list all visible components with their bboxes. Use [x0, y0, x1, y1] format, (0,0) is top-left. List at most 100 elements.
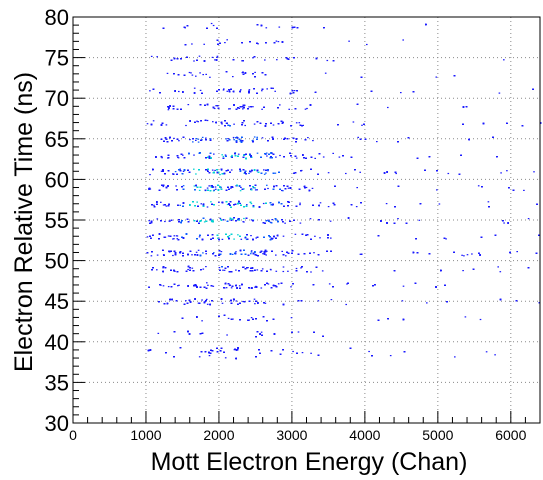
data-point: [188, 71, 191, 74]
data-point: [292, 350, 294, 353]
data-point: [206, 303, 209, 305]
data-point: [205, 73, 207, 75]
data-point: [348, 40, 350, 42]
data-point: [307, 137, 309, 139]
data-point: [222, 269, 224, 271]
data-point: [418, 219, 421, 221]
data-point: [197, 302, 200, 304]
data-point: [436, 189, 438, 191]
data-point: [503, 222, 505, 224]
data-point: [174, 171, 177, 173]
data-point: [230, 187, 232, 189]
data-point: [285, 255, 287, 257]
data-point: [503, 59, 505, 61]
data-point: [190, 72, 192, 74]
data-point: [178, 284, 180, 286]
data-point: [230, 169, 233, 171]
data-point: [454, 356, 456, 358]
data-point: [222, 155, 225, 158]
data-point: [301, 352, 304, 354]
data-point: [240, 186, 242, 188]
data-point: [196, 285, 198, 288]
data-point: [240, 89, 242, 91]
data-point: [310, 271, 312, 273]
data-point: [191, 267, 194, 269]
data-point: [244, 236, 247, 238]
data-point: [191, 74, 194, 76]
data-point: [269, 221, 272, 223]
data-point: [238, 219, 241, 221]
data-point: [317, 300, 320, 302]
data-point: [221, 154, 223, 156]
data-point: [197, 141, 200, 143]
data-point: [228, 108, 230, 110]
data-point: [250, 317, 253, 319]
data-point: [198, 55, 201, 57]
data-point: [385, 203, 388, 205]
data-point: [202, 203, 205, 205]
data-point: [277, 41, 280, 43]
data-point: [210, 201, 212, 203]
data-point: [198, 236, 201, 238]
data-point: [149, 90, 151, 92]
data-point: [252, 187, 255, 189]
data-point: [185, 124, 187, 127]
data-point: [305, 186, 308, 189]
data-point: [214, 186, 217, 188]
data-point: [160, 201, 162, 203]
data-point: [193, 60, 195, 62]
data-point: [169, 220, 171, 222]
data-point: [302, 124, 304, 126]
data-point: [271, 219, 273, 221]
data-point: [500, 172, 502, 174]
data-point: [201, 320, 203, 322]
data-point: [250, 250, 253, 252]
data-point: [164, 220, 166, 223]
data-point: [272, 87, 274, 89]
data-point: [166, 72, 169, 74]
data-point: [182, 170, 185, 172]
heatmap-points: [146, 22, 542, 360]
data-point: [203, 221, 206, 223]
data-point: [153, 204, 155, 206]
data-point: [232, 318, 234, 320]
data-point: [397, 218, 399, 220]
data-point: [267, 283, 270, 285]
data-point: [242, 300, 244, 303]
data-point: [150, 55, 153, 57]
data-point: [299, 222, 302, 224]
data-point: [160, 170, 163, 172]
data-point: [262, 253, 264, 255]
data-point: [243, 172, 246, 174]
data-point: [281, 250, 283, 252]
data-point: [191, 43, 193, 45]
data-point: [173, 137, 175, 139]
data-point: [239, 202, 241, 204]
data-point: [176, 235, 179, 237]
data-point: [198, 189, 201, 191]
data-point: [266, 250, 268, 252]
data-point: [262, 202, 265, 205]
data-point: [212, 24, 215, 27]
data-point: [223, 269, 226, 271]
data-point: [242, 108, 244, 110]
data-point: [212, 285, 215, 287]
data-point: [201, 136, 204, 138]
data-point: [272, 124, 275, 126]
data-point: [324, 72, 327, 74]
data-point: [368, 350, 370, 353]
data-point: [274, 90, 276, 92]
data-point: [485, 351, 488, 353]
data-point: [206, 187, 209, 189]
data-point: [314, 157, 316, 159]
data-point: [253, 298, 256, 300]
data-point: [288, 108, 290, 110]
data-point: [209, 76, 211, 78]
data-point: [224, 357, 227, 359]
data-point: [256, 152, 259, 154]
data-point: [267, 219, 269, 221]
data-point: [191, 254, 193, 256]
data-point: [498, 92, 501, 94]
data-point: [359, 253, 362, 255]
data-point: [400, 92, 402, 94]
